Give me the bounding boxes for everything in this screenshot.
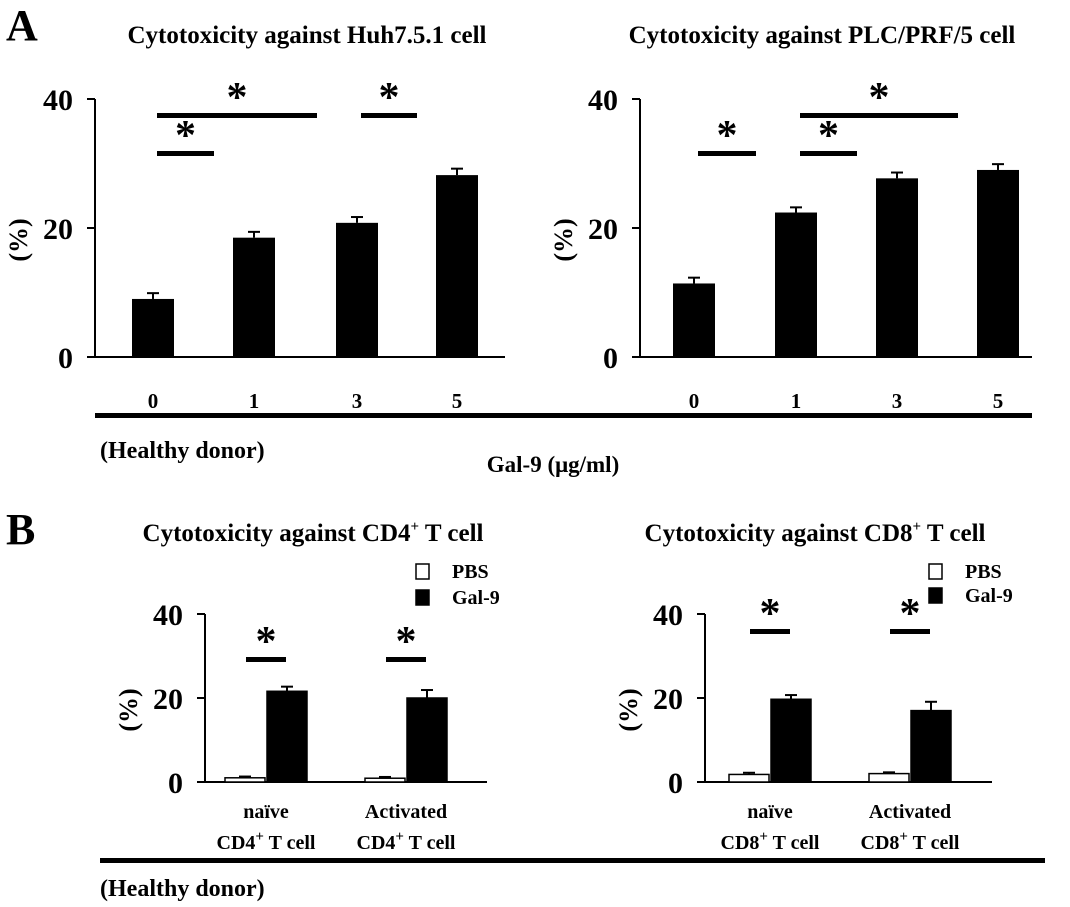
chart-a-left: 0 20 40 (%) 0 1 3 5 * * *: [4, 75, 505, 413]
legend-swatch-gal-9: [928, 587, 943, 604]
x-category-label-line1: naïve: [243, 801, 289, 823]
chart-b-right: 0 20 40 (%) naïve CD8+ T cell Activated CD8+ T …: [614, 561, 1013, 854]
significance-line: [800, 113, 958, 118]
significance-line: [698, 151, 756, 156]
x-category-label-line1: Activated: [365, 801, 447, 823]
x-tick-label: 3: [352, 389, 363, 413]
significance-star: *: [256, 619, 277, 665]
significance-star: *: [396, 619, 417, 665]
y-tick-label: 40: [588, 84, 618, 117]
y-axis-label: (%): [114, 688, 143, 731]
significance-star: *: [760, 591, 781, 637]
chart-b-left-title: Cytotoxicity against CD4+ T cell: [143, 519, 484, 547]
y-axis-label: (%): [614, 688, 643, 731]
legend-label-pbs: PBS: [452, 561, 489, 583]
significance-star: *: [379, 75, 400, 121]
significance-line: [890, 629, 930, 634]
bar: [775, 212, 817, 357]
panel-b-divider: [100, 858, 1045, 863]
x-tick-label: 0: [689, 389, 700, 413]
x-category-label-line2: CD4+ T cell: [357, 829, 456, 854]
y-tick-label: 40: [43, 84, 73, 117]
y-tick-label: 40: [153, 599, 183, 632]
y-tick-label: 20: [43, 213, 73, 246]
bar: [977, 169, 1019, 357]
x-tick-label: 5: [993, 389, 1004, 413]
significance-line: [750, 629, 790, 634]
bar-gal9: [910, 709, 952, 783]
bar: [336, 222, 378, 357]
panel-b-label: B: [6, 505, 35, 554]
y-tick-label: 20: [153, 683, 183, 716]
x-tick-label: 1: [249, 389, 260, 413]
significance-star: *: [717, 113, 738, 159]
significance-star: *: [900, 591, 921, 637]
x-tick-label: 1: [791, 389, 802, 413]
significance-line: [386, 657, 426, 662]
bar: [132, 298, 174, 357]
panel-b-donor-label: (Healthy donor): [100, 876, 265, 902]
x-category-label-line2: CD8+ T cell: [861, 829, 960, 854]
bar: [233, 237, 275, 357]
bar-pbs: [224, 777, 266, 783]
significance-line: [800, 151, 857, 156]
legend-swatch-pbs: [415, 563, 430, 580]
chart-a-right: 0 20 40 (%) 0 1 3 5 * * *: [549, 75, 1032, 413]
legend-label-gal-9: Gal-9: [965, 585, 1013, 607]
x-tick-label: 5: [452, 389, 463, 413]
bar-gal9: [770, 698, 812, 783]
gal9-axis-label: Gal-9 (μg/ml): [487, 452, 620, 477]
significance-star: *: [869, 75, 890, 121]
legend-label-gal-9: Gal-9: [452, 587, 500, 609]
legend-swatch-pbs: [928, 563, 943, 580]
x-category-label-line1: naïve: [747, 801, 793, 823]
y-axis-label: (%): [4, 218, 33, 261]
legend-swatch-gal-9: [415, 589, 430, 606]
panel-a-label: A: [6, 1, 38, 50]
panel-a-divider: [95, 413, 1032, 418]
y-tick-label: 40: [653, 599, 683, 632]
significance-line: [361, 113, 417, 118]
significance-star: *: [818, 113, 839, 159]
y-tick-label: 0: [168, 767, 183, 800]
significance-star: *: [175, 113, 196, 159]
significance-line: [157, 113, 317, 118]
bar: [876, 178, 918, 357]
x-category-label-line2: CD8+ T cell: [721, 829, 820, 854]
bar: [436, 175, 478, 357]
bar-pbs: [364, 777, 406, 783]
significance-line: [157, 151, 214, 156]
y-tick-label: 20: [588, 213, 618, 246]
x-tick-label: 3: [892, 389, 903, 413]
bar-pbs: [728, 773, 770, 783]
chart-b-right-title: Cytotoxicity against CD8+ T cell: [645, 519, 986, 547]
x-category-label-line2: CD4+ T cell: [217, 829, 316, 854]
y-axis-label: (%): [549, 218, 578, 261]
chart-b-left: 0 20 40 (%) naïve CD4+ T cell Activated CD4+ T …: [114, 561, 500, 854]
significance-star: *: [227, 75, 248, 121]
bar: [673, 283, 715, 357]
x-tick-label: 0: [148, 389, 159, 413]
legend-label-pbs: PBS: [965, 561, 1002, 583]
y-tick-label: 0: [668, 767, 683, 800]
y-tick-label: 20: [653, 683, 683, 716]
chart-a-left-title: Cytotoxicity against Huh7.5.1 cell: [127, 22, 486, 49]
panel-a-donor-label: (Healthy donor): [100, 438, 265, 464]
x-category-label-line1: Activated: [869, 801, 951, 823]
bar-gal9: [406, 697, 448, 783]
y-tick-label: 0: [603, 342, 618, 375]
chart-a-right-title: Cytotoxicity against PLC/PRF/5 cell: [629, 22, 1016, 49]
bar-gal9: [266, 690, 308, 783]
significance-line: [246, 657, 286, 662]
bar-pbs: [868, 772, 910, 783]
y-tick-label: 0: [58, 342, 73, 375]
